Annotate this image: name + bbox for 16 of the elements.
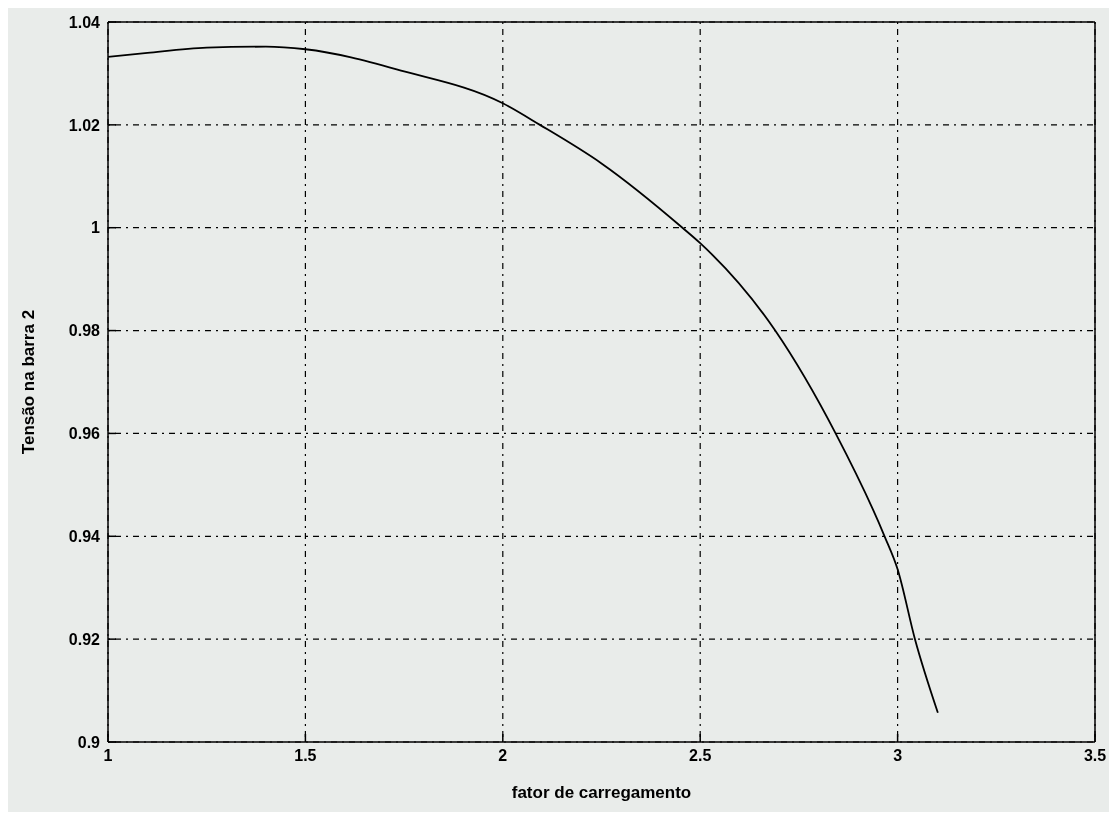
- x-tick-label: 1: [103, 747, 113, 765]
- x-tick-label: 2.5: [689, 747, 712, 765]
- y-tick-label: 0.96: [68, 425, 101, 443]
- x-axis-title: fator de carregamento: [511, 783, 692, 802]
- y-tick-label: 0.9: [77, 733, 101, 751]
- x-tick-label: 1.5: [294, 747, 317, 765]
- y-tick-label: 0.98: [68, 322, 101, 340]
- y-tick-label: 1: [91, 219, 101, 237]
- x-tick-label: 3.5: [1083, 747, 1107, 765]
- y-tick-label: 1.04: [68, 13, 101, 31]
- y-tick-label: 0.94: [68, 527, 101, 545]
- y-tick-label: 1.02: [68, 116, 101, 134]
- x-tick-label: 2: [498, 747, 508, 765]
- y-tick-label: 0.92: [68, 630, 101, 648]
- x-tick-label: 3: [893, 747, 903, 765]
- y-axis-title: Tensão na barra 2: [19, 309, 39, 455]
